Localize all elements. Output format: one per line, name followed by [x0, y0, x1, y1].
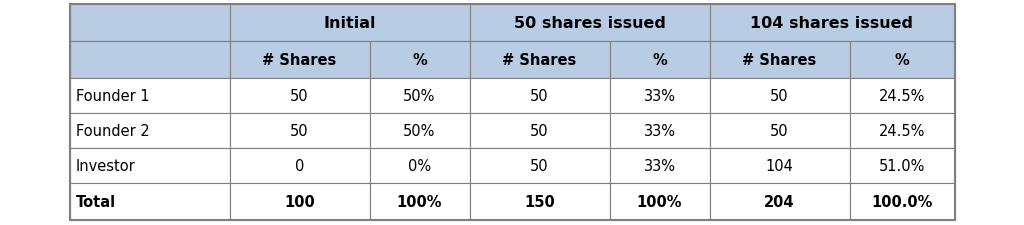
- Bar: [469, 5, 710, 42]
- Text: 33%: 33%: [643, 158, 676, 173]
- Bar: [229, 79, 370, 113]
- Text: 50: 50: [530, 158, 549, 173]
- Text: 204: 204: [764, 194, 795, 209]
- Bar: [70, 5, 954, 220]
- Text: 0: 0: [295, 158, 304, 173]
- Bar: [469, 113, 609, 148]
- Bar: [70, 79, 229, 113]
- Bar: [229, 183, 370, 220]
- Text: 50: 50: [770, 124, 788, 138]
- Text: 33%: 33%: [643, 124, 676, 138]
- Bar: [710, 5, 954, 42]
- Bar: [609, 148, 710, 183]
- Text: 104 shares issued: 104 shares issued: [751, 16, 913, 31]
- Bar: [609, 42, 710, 79]
- Text: # Shares: # Shares: [262, 53, 337, 68]
- Bar: [370, 79, 469, 113]
- Text: %: %: [412, 53, 427, 68]
- Bar: [710, 42, 850, 79]
- Text: %: %: [652, 53, 667, 68]
- Bar: [370, 42, 469, 79]
- Text: Total: Total: [76, 194, 116, 209]
- Bar: [850, 183, 954, 220]
- Text: 0%: 0%: [408, 158, 431, 173]
- Text: 24.5%: 24.5%: [879, 124, 926, 138]
- Text: 100.0%: 100.0%: [871, 194, 933, 209]
- Text: Founder 1: Founder 1: [76, 89, 150, 104]
- Bar: [370, 113, 469, 148]
- Text: 33%: 33%: [643, 89, 676, 104]
- Bar: [609, 113, 710, 148]
- Bar: [70, 42, 229, 79]
- Bar: [469, 42, 609, 79]
- Bar: [70, 113, 229, 148]
- Text: 24.5%: 24.5%: [879, 89, 926, 104]
- Bar: [70, 5, 229, 42]
- Bar: [850, 42, 954, 79]
- Bar: [370, 148, 469, 183]
- Text: 50: 50: [770, 89, 788, 104]
- Bar: [229, 42, 370, 79]
- Text: Initial: Initial: [324, 16, 376, 31]
- Text: %: %: [895, 53, 909, 68]
- Bar: [710, 183, 850, 220]
- Bar: [850, 148, 954, 183]
- Text: 50: 50: [530, 124, 549, 138]
- Text: 50: 50: [290, 124, 309, 138]
- Text: Founder 2: Founder 2: [76, 124, 150, 138]
- Bar: [850, 113, 954, 148]
- Bar: [710, 113, 850, 148]
- Bar: [710, 148, 850, 183]
- Text: 100%: 100%: [637, 194, 682, 209]
- Bar: [229, 113, 370, 148]
- Text: 50 shares issued: 50 shares issued: [514, 16, 666, 31]
- Text: 50: 50: [530, 89, 549, 104]
- Bar: [229, 5, 469, 42]
- Text: # Shares: # Shares: [742, 53, 816, 68]
- Bar: [70, 183, 229, 220]
- Bar: [850, 79, 954, 113]
- Bar: [469, 148, 609, 183]
- Bar: [710, 79, 850, 113]
- Text: 100%: 100%: [396, 194, 442, 209]
- Text: # Shares: # Shares: [503, 53, 577, 68]
- Bar: [469, 183, 609, 220]
- Bar: [229, 148, 370, 183]
- Bar: [469, 79, 609, 113]
- Bar: [609, 79, 710, 113]
- Text: 50: 50: [290, 89, 309, 104]
- Text: 104: 104: [766, 158, 794, 173]
- Bar: [70, 148, 229, 183]
- Text: 150: 150: [524, 194, 555, 209]
- Text: 50%: 50%: [403, 124, 435, 138]
- Bar: [370, 183, 469, 220]
- Text: 100: 100: [284, 194, 314, 209]
- Text: 51.0%: 51.0%: [879, 158, 926, 173]
- Text: Investor: Investor: [76, 158, 135, 173]
- Text: 50%: 50%: [403, 89, 435, 104]
- Bar: [609, 183, 710, 220]
